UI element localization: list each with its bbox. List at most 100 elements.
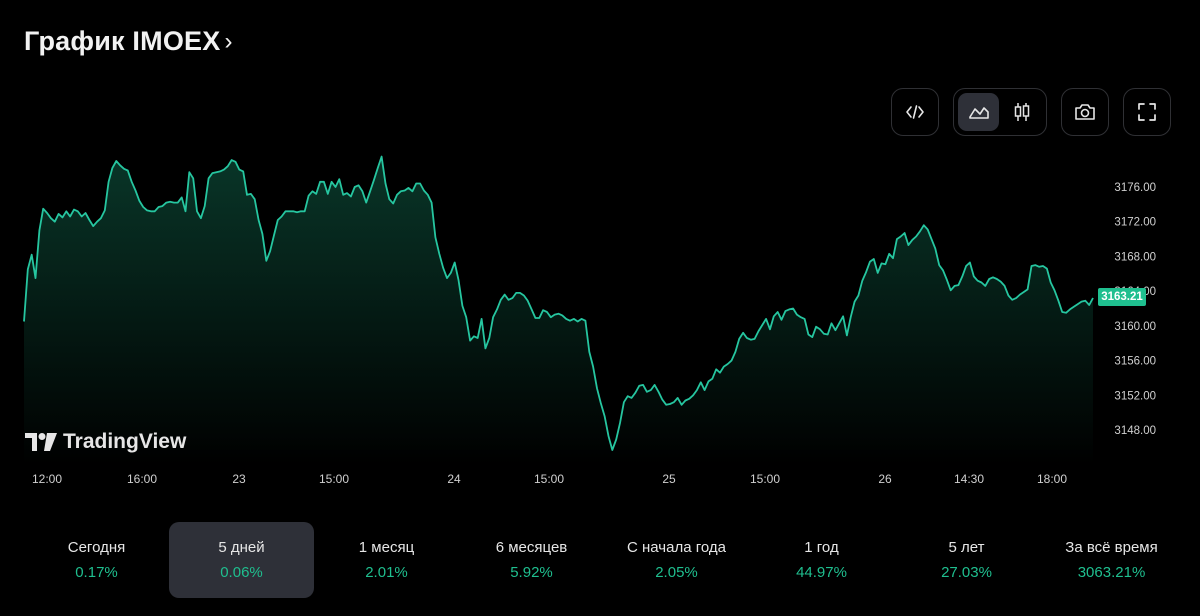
period-tab[interactable]: За всё время 3063.21%	[1039, 522, 1184, 598]
x-tick-label: 15:00	[319, 472, 349, 486]
data-point	[881, 263, 882, 264]
data-point	[1081, 301, 1082, 302]
chart-title-link[interactable]: График IMOEX ›	[24, 26, 233, 57]
data-point	[727, 363, 728, 364]
data-point	[81, 216, 82, 217]
data-point	[889, 253, 890, 254]
data-point	[323, 181, 324, 182]
candlestick-icon	[1014, 103, 1029, 121]
data-point	[1050, 282, 1051, 283]
data-point	[312, 191, 313, 192]
data-point	[631, 397, 632, 398]
data-point	[100, 218, 101, 219]
x-tick-label: 24	[447, 472, 461, 486]
data-point	[473, 336, 474, 337]
data-point	[466, 317, 467, 318]
data-point	[89, 219, 90, 220]
data-point	[946, 279, 947, 280]
data-point	[566, 318, 567, 319]
candlestick-button[interactable]	[1001, 93, 1042, 131]
data-point	[166, 202, 167, 203]
data-point	[231, 160, 232, 161]
data-point	[789, 309, 790, 310]
data-point	[996, 278, 997, 279]
data-point	[1046, 268, 1047, 269]
data-point	[766, 318, 767, 319]
tradingview-logo-icon	[25, 433, 57, 451]
data-point	[512, 298, 513, 299]
data-point	[666, 404, 667, 405]
data-point	[366, 202, 367, 203]
period-tab[interactable]: 1 месяц 2.01%	[314, 522, 459, 598]
data-point	[635, 392, 636, 393]
data-point	[662, 399, 663, 400]
fullscreen-button[interactable]	[1123, 88, 1171, 136]
data-point	[112, 167, 113, 168]
data-point	[935, 248, 936, 249]
data-point	[950, 290, 951, 291]
data-point	[154, 211, 155, 212]
period-tab[interactable]: 5 дней 0.06%	[169, 522, 314, 598]
data-point	[450, 272, 451, 273]
y-tick-label: 3176.00	[1114, 182, 1156, 194]
data-point	[293, 211, 294, 212]
data-point	[1085, 300, 1086, 301]
data-point	[900, 236, 901, 237]
data-point	[1092, 297, 1093, 298]
price-line	[23, 155, 1094, 451]
data-point	[1077, 304, 1078, 305]
period-selector: Сегодня 0.17% 5 дней 0.06% 1 месяц 2.01% 6 мес…	[24, 522, 1184, 598]
period-tab[interactable]: 5 лет 27.03%	[894, 522, 1039, 598]
tradingview-logo[interactable]: TradingView	[25, 430, 186, 454]
data-point	[1023, 291, 1024, 292]
data-point	[981, 282, 982, 283]
y-axis: 3176.003172.003168.003164.003160.003156.…	[1114, 182, 1156, 437]
data-point	[793, 308, 794, 309]
data-point	[127, 170, 128, 171]
period-change-value: 0.06%	[220, 564, 263, 581]
data-point	[554, 314, 555, 315]
period-tab[interactable]: С начала года 2.05%	[604, 522, 749, 598]
data-point	[800, 317, 801, 318]
data-point	[704, 390, 705, 391]
data-point	[850, 317, 851, 318]
data-point	[258, 219, 259, 220]
data-point	[589, 351, 590, 352]
data-point	[854, 301, 855, 302]
data-point	[454, 262, 455, 263]
period-tab[interactable]: 1 год 44.97%	[749, 522, 894, 598]
data-point	[335, 186, 336, 187]
data-point	[331, 181, 332, 182]
data-point	[266, 260, 267, 261]
area-chart: 3176.003172.003168.003164.003160.003156.…	[23, 155, 1156, 486]
screenshot-button[interactable]	[1061, 88, 1109, 136]
period-label: 5 дней	[218, 539, 265, 556]
data-point	[916, 236, 917, 237]
embed-button[interactable]	[891, 88, 939, 136]
data-point	[819, 329, 820, 330]
data-point	[719, 372, 720, 373]
data-point	[1031, 265, 1032, 266]
period-label: С начала года	[627, 539, 726, 556]
data-point	[354, 186, 355, 187]
data-point	[270, 251, 271, 252]
data-point	[973, 276, 974, 277]
period-tab[interactable]: 6 месяцев 5.92%	[459, 522, 604, 598]
data-point	[696, 390, 697, 391]
data-point	[273, 235, 274, 236]
data-point	[754, 338, 755, 339]
data-point	[731, 360, 732, 361]
data-point	[97, 221, 98, 222]
data-point	[31, 254, 32, 255]
data-point	[1062, 311, 1063, 312]
data-point	[716, 369, 717, 370]
data-point	[1042, 265, 1043, 266]
data-point	[143, 206, 144, 207]
period-tab[interactable]: Сегодня 0.17%	[24, 522, 169, 598]
data-point	[120, 165, 121, 166]
data-point	[693, 395, 694, 396]
area-chart-button[interactable]	[958, 93, 999, 131]
data-point	[104, 210, 105, 211]
data-point	[346, 193, 347, 194]
data-point	[212, 173, 213, 174]
